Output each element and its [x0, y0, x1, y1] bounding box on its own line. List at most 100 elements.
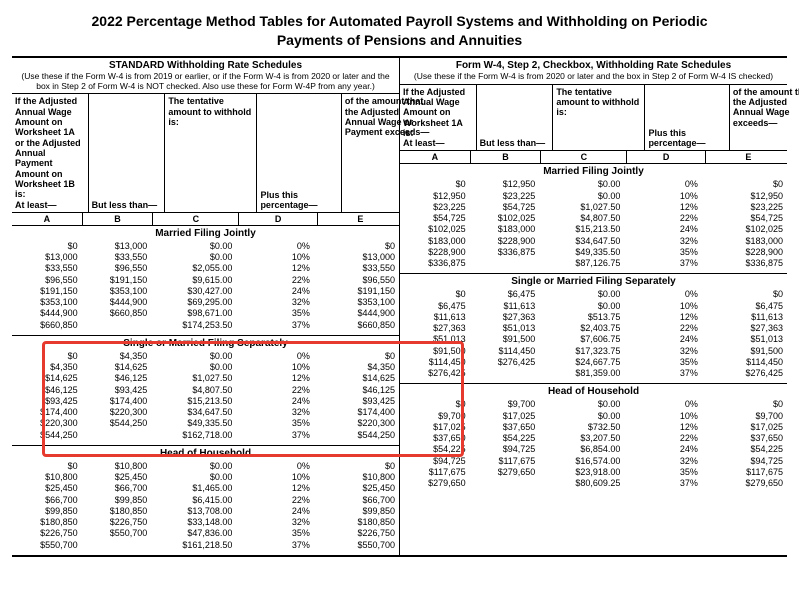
table-cell: $0	[12, 351, 82, 362]
table-cell: $30,427.00	[151, 286, 236, 297]
right-panel: Form W-4, Step 2, Checkbox, Withholding …	[400, 58, 787, 555]
table-cell: $0.00	[539, 289, 624, 300]
table-cell: $10,800	[82, 461, 152, 472]
table-cell: $162,718.00	[151, 430, 236, 441]
table-cell: 35%	[236, 418, 313, 429]
tables-container: STANDARD Withholding Rate Schedules(Use …	[12, 56, 787, 557]
table-cell: $2,403.75	[539, 323, 624, 334]
table-cell: $117,675	[470, 456, 540, 467]
table-cell: $80,609.25	[539, 478, 624, 489]
table-cell: 24%	[236, 286, 313, 297]
table-cell: 0%	[236, 461, 313, 472]
table-cell: $3,207.50	[539, 433, 624, 444]
table-cell: $33,550	[12, 263, 82, 274]
table-cell: $0	[12, 461, 82, 472]
table-cell: $226,750	[12, 528, 82, 539]
table-cell: $220,300	[12, 418, 82, 429]
table-row: $336,875$87,126.7537%$336,875	[400, 258, 787, 269]
table-cell: 35%	[624, 467, 701, 478]
table-cell: $0.00	[151, 351, 236, 362]
table-cell: $99,850	[82, 495, 152, 506]
table-cell: $49,335.50	[539, 247, 624, 258]
left-schedule-header: STANDARD Withholding Rate Schedules(Use …	[12, 58, 399, 95]
table-row: $13,000$33,550$0.0010%$13,000	[12, 252, 399, 263]
table-cell: $6,475	[470, 289, 540, 300]
table-row: $54,225$94,725$6,854.0024%$54,225	[400, 444, 787, 455]
table-cell: $180,850	[314, 517, 399, 528]
table-row: $11,613$27,363$513.7512%$11,613	[400, 312, 787, 323]
table-cell: 32%	[624, 236, 701, 247]
table-cell: $4,350	[82, 351, 152, 362]
schedule-title: Form W-4, Step 2, Checkbox, Withholding …	[404, 60, 783, 72]
table-cell: $7,606.75	[539, 334, 624, 345]
table-cell: $276,425	[400, 368, 470, 379]
table-cell: 0%	[624, 289, 701, 300]
table-row: $180,850$226,750$33,148.0032%$180,850	[12, 517, 399, 528]
table-cell: $4,807.50	[539, 213, 624, 224]
table-cell: $174,253.50	[151, 320, 236, 331]
table-cell: $46,125	[12, 385, 82, 396]
table-cell: $174,400	[12, 407, 82, 418]
table-cell: $336,875	[702, 258, 787, 269]
table-row: $114,450$276,425$24,667.7535%$114,450	[400, 357, 787, 368]
table-cell: $10,800	[12, 472, 82, 483]
table-cell: $91,500	[470, 334, 540, 345]
table-cell: $33,550	[82, 252, 152, 263]
table-cell: $23,225	[400, 202, 470, 213]
table-cell: 32%	[236, 407, 313, 418]
table-cell: $276,425	[702, 368, 787, 379]
table-row: $10,800$25,450$0.0010%$10,800	[12, 472, 399, 483]
table-cell: $180,850	[82, 506, 152, 517]
table-row: $279,650$80,609.2537%$279,650	[400, 478, 787, 489]
table-row: $99,850$180,850$13,708.0024%$99,850	[12, 506, 399, 517]
table-row: $220,300$544,250$49,335.5035%$220,300	[12, 418, 399, 429]
section-title: Single or Married Filing Separately	[12, 336, 399, 351]
table-cell: $183,000	[702, 236, 787, 247]
table-cell: $12,950	[400, 191, 470, 202]
table-cell: 37%	[236, 320, 313, 331]
table-cell: 12%	[236, 483, 313, 494]
table-cell: $24,667.75	[539, 357, 624, 368]
table-cell: 35%	[236, 528, 313, 539]
table-cell: $544,250	[82, 418, 152, 429]
table-cell: 32%	[236, 517, 313, 528]
table-cell: $12,950	[702, 191, 787, 202]
table-cell: $11,613	[470, 301, 540, 312]
table-row: $0$10,800$0.000%$0	[12, 461, 399, 472]
table-cell: $93,425	[12, 396, 82, 407]
table-cell: $0	[702, 179, 787, 190]
table-cell: $336,875	[400, 258, 470, 269]
table-cell: $102,025	[400, 224, 470, 235]
data-table: $0$6,475$0.000%$0$6,475$11,613$0.0010%$6…	[400, 289, 787, 379]
table-row: $12,950$23,225$0.0010%$12,950	[400, 191, 787, 202]
table-cell: $732.50	[539, 422, 624, 433]
table-cell: $0	[400, 179, 470, 190]
table-row: $4,350$14,625$0.0010%$4,350	[12, 362, 399, 373]
table-cell	[82, 430, 152, 441]
col-letter-D: D	[627, 151, 705, 163]
section-title: Head of Household	[400, 384, 787, 399]
schedule-title: STANDARD Withholding Rate Schedules	[16, 60, 395, 72]
section: Married Filing Jointly$0$13,000$0.000%$0…	[12, 226, 399, 336]
table-cell: $87,126.75	[539, 258, 624, 269]
table-cell: 10%	[236, 252, 313, 263]
table-cell: $0.00	[539, 399, 624, 410]
table-cell: 32%	[624, 456, 701, 467]
table-row: $353,100$444,900$69,295.0032%$353,100	[12, 297, 399, 308]
table-row: $660,850$174,253.5037%$660,850	[12, 320, 399, 331]
table-row: $117,675$279,650$23,918.0035%$117,675	[400, 467, 787, 478]
table-cell: $69,295.00	[151, 297, 236, 308]
table-row: $54,725$102,025$4,807.5022%$54,725	[400, 213, 787, 224]
table-cell: $117,675	[400, 467, 470, 478]
table-cell: 22%	[236, 385, 313, 396]
data-table: $0$13,000$0.000%$0$13,000$33,550$0.0010%…	[12, 241, 399, 331]
col-letter-A: A	[12, 213, 83, 225]
table-cell: $94,725	[400, 456, 470, 467]
table-cell: 22%	[624, 213, 701, 224]
table-cell: $15,213.50	[151, 396, 236, 407]
table-cell: $353,100	[314, 297, 399, 308]
data-table: $0$10,800$0.000%$0$10,800$25,450$0.0010%…	[12, 461, 399, 551]
table-row: $444,900$660,850$98,671.0035%$444,900	[12, 308, 399, 319]
table-cell: 12%	[624, 422, 701, 433]
table-cell: $91,500	[702, 346, 787, 357]
